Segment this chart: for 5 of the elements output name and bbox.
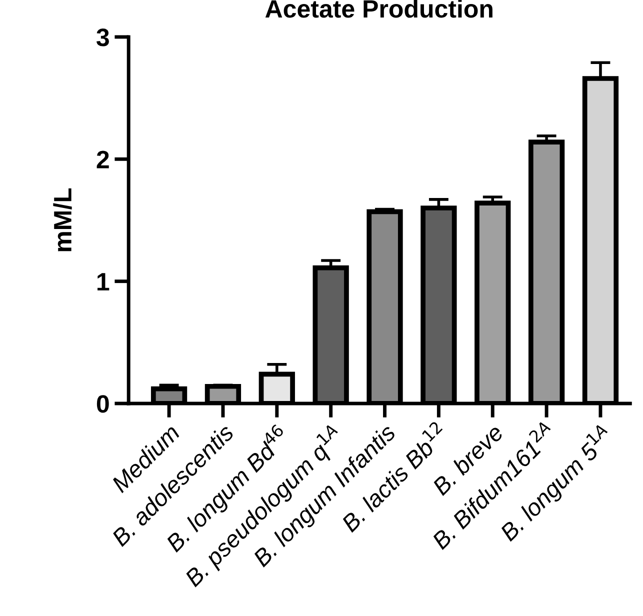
y-axis-title: mM/L	[53, 188, 72, 252]
y-tick-label: 3	[96, 28, 109, 46]
y-tick-label: 1	[98, 273, 110, 290]
y-tick-label: 0	[96, 395, 109, 413]
y-tick-label: 2	[96, 150, 109, 168]
